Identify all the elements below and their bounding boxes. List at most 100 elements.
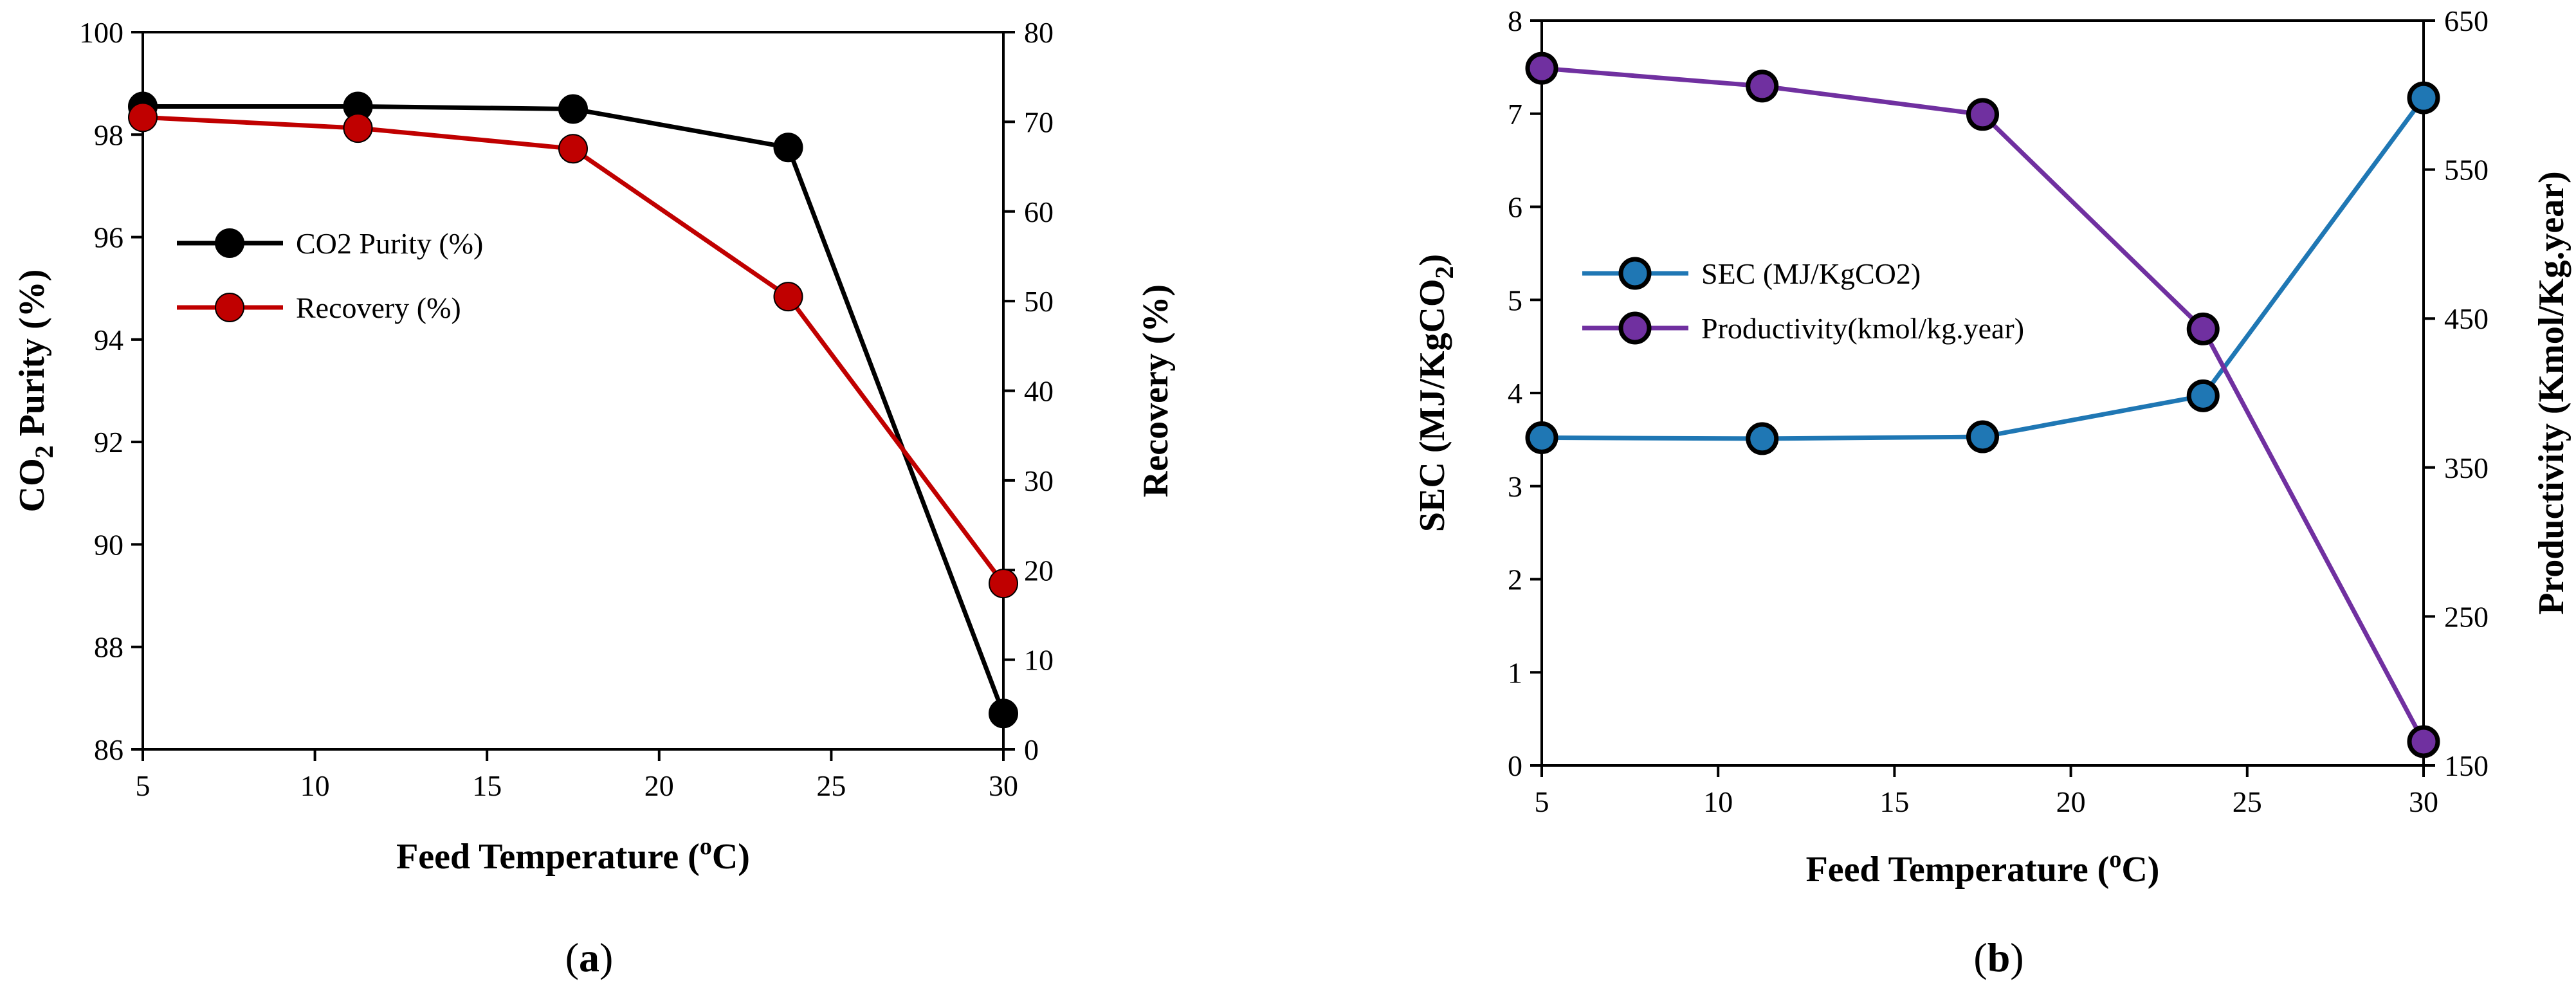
legend-marker-1 <box>1621 314 1649 342</box>
data-point <box>129 103 157 131</box>
data-point <box>344 114 372 142</box>
data-point <box>2409 84 2438 112</box>
data-point <box>2409 727 2438 756</box>
panel-label: (b) <box>1973 935 2023 980</box>
y2-tick-label: 150 <box>2444 749 2489 782</box>
x-axis-label-text-end: C) <box>2121 850 2159 890</box>
legend-label-1: Productivity(kmol/kg.year) <box>1701 312 2024 345</box>
x-axis-label: Feed Temperature (oC) <box>1806 846 2160 890</box>
y-axis-label-subscript: 2 <box>1430 266 1459 279</box>
panel-label-letter: a <box>579 935 599 980</box>
y-tick-label: 86 <box>94 733 123 766</box>
data-point <box>1748 72 1777 100</box>
data-point <box>774 282 803 311</box>
data-point <box>774 133 803 161</box>
series-line-1 <box>143 117 1003 583</box>
y2-axis-label: Productivity (Kmol/Kg.year) <box>2532 171 2571 615</box>
x-tick-label: 20 <box>644 769 674 802</box>
legend-marker-1 <box>215 293 244 322</box>
y-tick-label: 100 <box>79 16 123 49</box>
y2-tick-label: 30 <box>1024 464 1054 497</box>
panel-label-close: ) <box>599 935 613 980</box>
data-point <box>1969 423 1997 451</box>
y-axis-label-subscript: 2 <box>30 445 59 458</box>
panel-label-open: ( <box>565 935 579 980</box>
panel-label-open: ( <box>1973 935 1987 980</box>
x-tick-label: 15 <box>1879 785 1909 818</box>
y-axis-label-text: CO <box>12 458 52 512</box>
y2-tick-label: 350 <box>2444 452 2489 484</box>
y-axis-label: CO2 Purity (%) <box>12 270 59 513</box>
y-tick-label: 1 <box>1508 656 1522 689</box>
y-tick-label: 92 <box>94 426 123 459</box>
x-axis-label-superscript: o <box>2109 846 2121 873</box>
data-point <box>1748 425 1777 453</box>
data-point <box>1969 100 1997 129</box>
x-tick-label: 25 <box>816 769 846 802</box>
x-tick-label: 10 <box>300 769 330 802</box>
y-tick-label: 6 <box>1508 191 1522 224</box>
x-axis-label-text: Feed Temperature ( <box>1806 850 2110 890</box>
y2-tick-label: 50 <box>1024 285 1054 318</box>
data-point <box>1528 423 1556 452</box>
x-tick-label: 15 <box>472 769 502 802</box>
x-axis-label-text: Feed Temperature ( <box>396 837 700 877</box>
y2-tick-label: 20 <box>1024 554 1054 587</box>
y-tick-label: 2 <box>1508 563 1522 596</box>
y-tick-label: 90 <box>94 528 123 561</box>
y-tick-label: 4 <box>1508 377 1522 410</box>
data-point <box>2189 315 2217 343</box>
series-line-1 <box>1542 68 2424 742</box>
data-point <box>1528 54 1556 82</box>
y-axis-label-text: SEC (MJ/KgCO <box>1412 279 1452 533</box>
legend-label-0: SEC (MJ/KgCO2) <box>1701 257 1921 290</box>
series-line-0 <box>1542 98 2424 439</box>
x-tick-label: 30 <box>989 769 1018 802</box>
data-point <box>559 95 587 123</box>
y-tick-label: 94 <box>94 324 123 356</box>
chart-panel-1: 5 10 15 20 25 30 0 1 2 3 4 5 6 7 8 150 250 350 450 550 650 Fe… <box>1412 5 2571 980</box>
legend-marker-0 <box>215 229 244 257</box>
y-axis-label: SEC (MJ/KgCO2) <box>1412 254 1459 532</box>
y-axis-label-text-end: Purity (%) <box>12 270 52 446</box>
panel-label: (a) <box>565 935 614 980</box>
y-tick-label: 98 <box>94 118 123 151</box>
legend-marker-0 <box>1621 259 1649 288</box>
y-tick-label: 0 <box>1508 749 1522 782</box>
y-tick-label: 5 <box>1508 284 1522 316</box>
y-axis-label-text-end: ) <box>1412 254 1452 266</box>
x-tick-label: 5 <box>1535 785 1549 818</box>
y2-tick-label: 650 <box>2444 5 2489 37</box>
x-tick-label: 5 <box>136 769 151 802</box>
x-axis-label-superscript: o <box>700 833 712 860</box>
y-tick-label: 7 <box>1508 98 1522 131</box>
panel-label-close: ) <box>2010 935 2023 980</box>
y-tick-label: 88 <box>94 631 123 664</box>
y2-tick-label: 10 <box>1024 644 1054 677</box>
y2-tick-label: 80 <box>1024 16 1054 49</box>
x-axis-label: Feed Temperature (oC) <box>396 833 750 877</box>
y2-tick-label: 40 <box>1024 375 1054 408</box>
plot-frame <box>1542 21 2424 765</box>
y2-axis-label: Recovery (%) <box>1136 284 1176 497</box>
data-point <box>989 569 1018 598</box>
panel-label-letter: b <box>1987 935 2011 980</box>
y2-tick-label: 250 <box>2444 600 2489 633</box>
y2-tick-label: 0 <box>1024 733 1039 766</box>
y2-tick-label: 70 <box>1024 105 1054 138</box>
x-tick-label: 25 <box>2233 785 2262 818</box>
legend-label-0: CO2 Purity (%) <box>296 227 483 260</box>
y-tick-label: 3 <box>1508 470 1522 503</box>
y-tick-label: 8 <box>1508 5 1522 37</box>
y2-tick-label: 450 <box>2444 302 2489 335</box>
y-tick-label: 96 <box>94 221 123 254</box>
y2-tick-label: 60 <box>1024 196 1054 228</box>
legend-label-1: Recovery (%) <box>296 291 461 324</box>
y2-tick-label: 550 <box>2444 154 2489 187</box>
x-tick-label: 10 <box>1703 785 1733 818</box>
data-point <box>2189 381 2217 410</box>
x-axis-label-text-end: C) <box>712 837 750 877</box>
data-point <box>559 134 587 163</box>
